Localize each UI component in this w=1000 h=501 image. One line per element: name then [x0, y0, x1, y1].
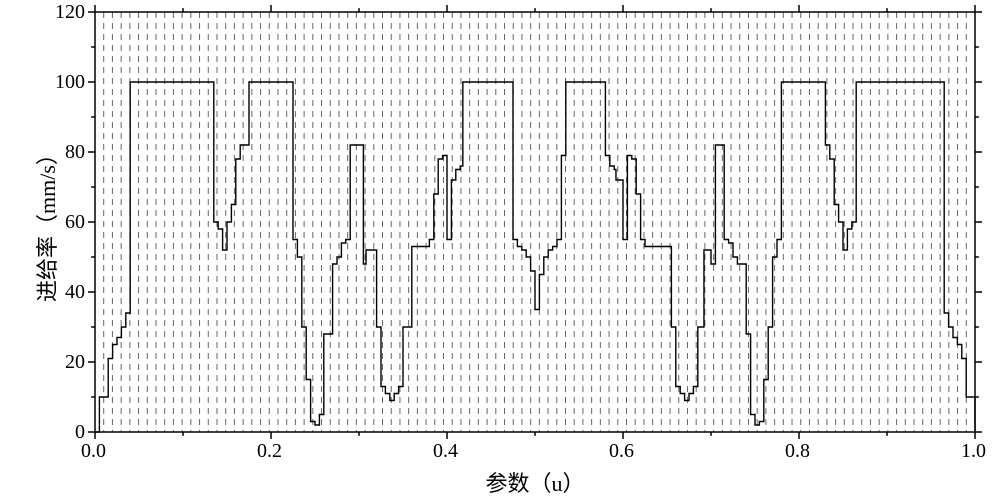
chart-container: { "chart": { "type": "step-line", "width… [0, 0, 1000, 501]
chart-svg [0, 0, 1000, 501]
series-step-line [95, 82, 975, 432]
